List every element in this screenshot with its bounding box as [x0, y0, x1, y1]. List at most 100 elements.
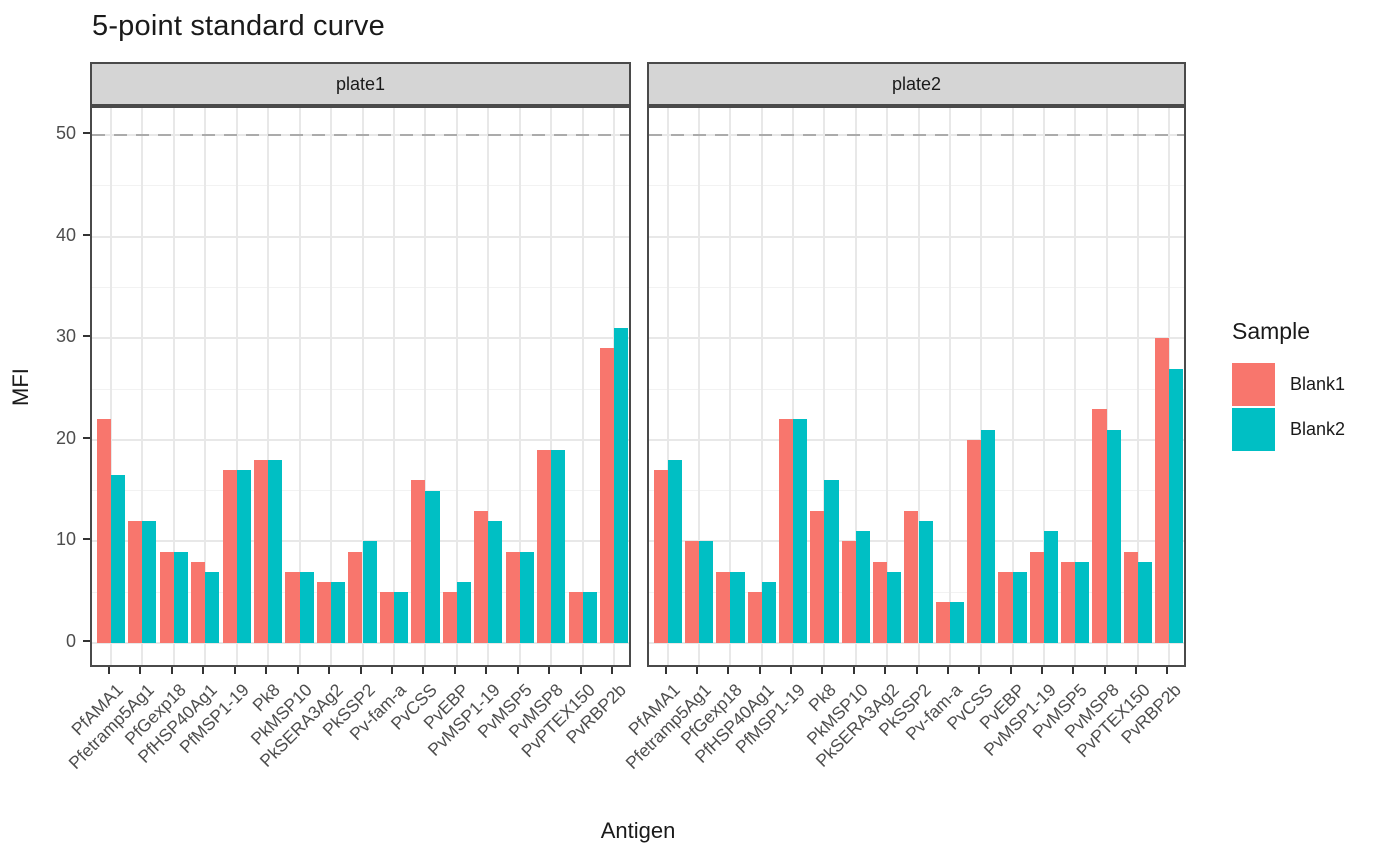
legend-entry-blank2: Blank2	[1232, 408, 1345, 451]
gridline-major	[92, 235, 629, 238]
bar-blank2-PkMSP10	[855, 531, 870, 643]
y-axis-tick	[83, 436, 90, 439]
bar-blank1-PvCSS	[411, 480, 426, 643]
bar-blank1-PkSERA3Ag2	[873, 561, 888, 643]
bar-blank2-PkSSP2	[362, 541, 377, 643]
bar-blank1-PvEBP	[442, 592, 457, 643]
gridline-vertical	[917, 108, 920, 665]
x-axis-tick	[1103, 667, 1106, 674]
x-axis-tick	[107, 667, 110, 674]
gridline-minor	[649, 490, 1184, 492]
y-axis-tick	[83, 538, 90, 541]
gridline-vertical	[581, 108, 584, 665]
gridline-minor	[92, 286, 629, 288]
bar-blank2-PvMSP8	[1106, 429, 1121, 643]
gridline-vertical	[854, 108, 857, 665]
bar-blank2-Pk8	[824, 480, 839, 643]
bar-blank2-Pfetramp5Ag1	[142, 521, 157, 643]
gridline-vertical	[1074, 108, 1077, 665]
x-axis-tick	[696, 667, 699, 674]
x-axis-tick	[328, 667, 331, 674]
gridline-minor	[92, 490, 629, 492]
gridline-major	[649, 438, 1184, 441]
bar-blank2-Pv-fam-a	[393, 592, 409, 643]
x-axis-tick	[359, 667, 362, 674]
legend-label: Blank1	[1290, 374, 1346, 394]
y-axis-tick	[83, 335, 90, 338]
gridline-minor	[649, 286, 1184, 288]
y-tick-label-20: 20	[55, 427, 76, 448]
bar-blank2-PvMSP1-19	[488, 521, 503, 643]
x-axis-tick	[453, 667, 456, 674]
facet-panel	[90, 106, 631, 667]
x-axis-title: Antigen	[600, 818, 676, 843]
gridline-major	[92, 438, 629, 441]
gridline-vertical	[823, 108, 826, 665]
bar-blank1-Pk8	[253, 460, 269, 643]
bar-blank2-PvMSP5	[519, 551, 534, 643]
bar-blank1-Pfetramp5Ag1	[128, 521, 143, 643]
facet-strip: plate2	[647, 62, 1186, 106]
gridline-vertical	[141, 108, 144, 665]
y-axis-tick	[83, 233, 90, 236]
gridline-minor	[649, 388, 1184, 390]
bar-blank2-Pfetramp5Ag1	[699, 541, 714, 643]
gridline-minor	[92, 185, 629, 187]
gridline-minor	[649, 185, 1184, 187]
dashed-threshold-line	[649, 134, 1184, 136]
facet-panel	[647, 106, 1186, 667]
bar-blank1-PvMSP5	[1061, 561, 1076, 643]
x-axis-tick	[202, 667, 205, 674]
gridline-vertical	[109, 108, 112, 665]
gridline-vertical	[392, 108, 395, 665]
legend-title: Sample	[1232, 318, 1310, 344]
x-axis-tick	[821, 667, 824, 674]
x-axis-tick	[548, 667, 551, 674]
x-axis-tick	[1072, 667, 1075, 674]
bar-blank2-PvPTEX150	[1137, 561, 1152, 643]
bar-blank2-PfGexp18	[730, 571, 745, 643]
x-axis-tick	[852, 667, 855, 674]
plot-title: 5-point standard curve	[92, 10, 385, 42]
y-tick-label-50: 50	[55, 123, 76, 143]
gridline-major	[649, 337, 1184, 340]
facet-strip-label: plate1	[335, 73, 386, 94]
gridline-major	[92, 540, 629, 543]
bar-blank2-PkMSP10	[299, 571, 314, 643]
x-axis-tick	[727, 667, 730, 674]
bar-blank2-PfHSP40Ag1	[761, 582, 776, 643]
bar-blank1-PvMSP5	[505, 551, 520, 643]
gridline-vertical	[518, 108, 521, 665]
gridline-major	[649, 235, 1184, 238]
bar-blank1-PkSSP2	[904, 510, 919, 643]
bar-blank1-PfGexp18	[716, 571, 731, 643]
bar-blank2-PvCSS	[981, 429, 996, 643]
legend-swatch-blank2	[1232, 408, 1275, 451]
bar-blank1-PvMSP8	[1092, 409, 1107, 643]
x-axis-tick	[915, 667, 918, 674]
y-axis-tick	[83, 132, 90, 134]
legend-label: Blank2	[1290, 419, 1346, 439]
bar-blank2-PkSERA3Ag2	[331, 582, 346, 643]
x-axis-tick	[884, 667, 887, 674]
gridline-vertical	[698, 108, 701, 665]
gridline-vertical	[235, 108, 238, 665]
bar-blank1-PfHSP40Ag1	[747, 592, 762, 643]
bar-blank2-PvPTEX150	[582, 592, 597, 643]
bar-blank1-PkMSP10	[841, 541, 856, 643]
gridline-vertical	[948, 108, 951, 665]
x-axis-tick	[1009, 667, 1012, 674]
y-axis-title: MFI	[8, 368, 33, 406]
x-axis-tick	[1166, 667, 1169, 674]
x-axis-tick	[139, 667, 142, 674]
gridline-vertical	[760, 108, 763, 665]
gridline-major	[649, 642, 1184, 644]
x-axis-tick	[233, 667, 236, 674]
gridline-vertical	[980, 108, 983, 665]
x-axis-tick	[390, 667, 393, 674]
gridline-major	[92, 642, 629, 644]
x-axis-tick	[265, 667, 268, 674]
gridline-vertical	[267, 108, 270, 665]
x-axis-tick	[485, 667, 488, 674]
